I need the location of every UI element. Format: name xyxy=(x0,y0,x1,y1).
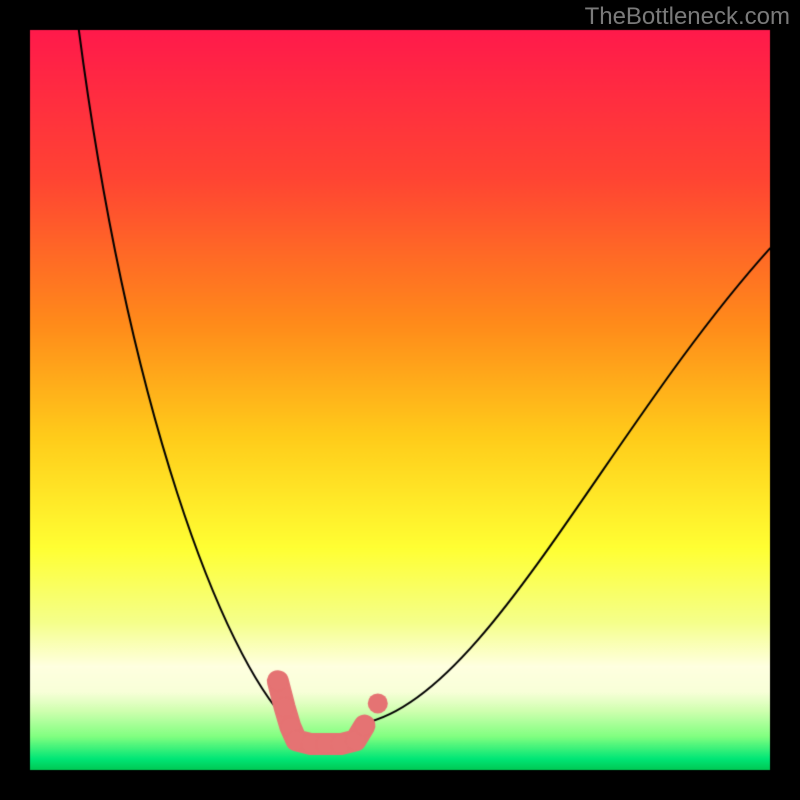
bottleneck-curve-chart xyxy=(0,0,800,800)
chart-stage: TheBottleneck.com xyxy=(0,0,800,800)
watermark-text: TheBottleneck.com xyxy=(585,3,790,31)
